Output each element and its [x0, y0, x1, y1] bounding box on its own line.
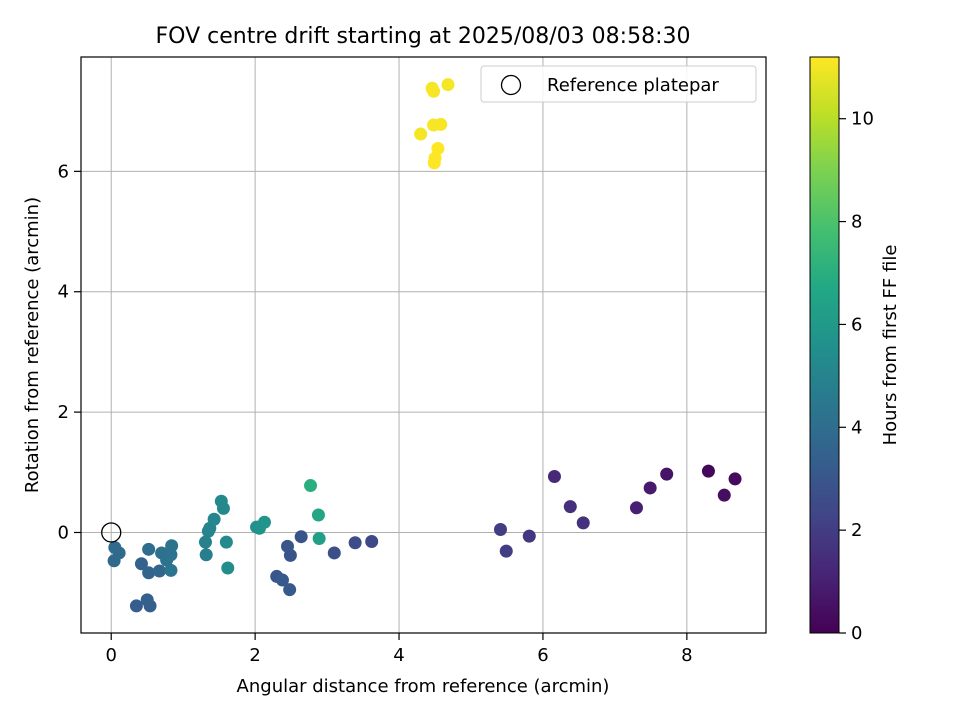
data-point — [312, 532, 326, 546]
data-point — [427, 156, 441, 170]
legend-entry: Reference platepar — [547, 75, 719, 96]
data-point — [427, 84, 441, 98]
y-axis-label: Rotation from reference (arcmin) — [22, 197, 43, 493]
colorbar-tick-label: 4 — [851, 417, 862, 438]
data-point — [365, 535, 379, 549]
data-point — [165, 539, 179, 553]
x-tick-label: 8 — [681, 645, 692, 666]
y-axis-ticks: 0 2 4 6 — [58, 161, 81, 543]
x-tick-label: 0 — [105, 645, 116, 666]
colorbar-tick-label: 2 — [851, 520, 862, 541]
colorbar — [809, 56, 840, 634]
x-tick-label: 4 — [393, 645, 404, 666]
legend-box — [480, 65, 757, 103]
data-point — [629, 501, 643, 515]
plot-frame — [80, 56, 767, 634]
data-point — [522, 529, 536, 543]
data-point — [304, 479, 318, 493]
colorbar-tick-label: 10 — [851, 109, 874, 130]
data-point — [142, 566, 156, 580]
x-axis-ticks: 0 2 4 6 8 — [105, 633, 693, 666]
legend-marker — [500, 74, 522, 96]
data-point — [434, 117, 448, 131]
y-tick-label: 6 — [58, 161, 69, 182]
data-point — [348, 536, 362, 550]
data-point — [441, 78, 455, 92]
data-point — [108, 541, 122, 555]
y-tick-label: 0 — [58, 522, 69, 543]
data-point — [142, 542, 156, 556]
x-axis-label: Angular distance from reference (arcmin) — [237, 676, 610, 697]
data-point — [311, 508, 325, 522]
data-point — [199, 548, 213, 562]
data-point — [701, 464, 715, 478]
data-point — [219, 535, 233, 549]
data-point — [198, 535, 212, 549]
data-point — [327, 546, 341, 560]
data-point — [643, 481, 657, 495]
colorbar-ticks: 0 2 4 6 8 10 — [839, 109, 874, 644]
x-tick-label: 6 — [537, 645, 548, 666]
data-point — [283, 583, 297, 597]
data-point — [294, 530, 308, 544]
data-point — [414, 127, 428, 141]
data-point — [576, 516, 590, 530]
data-points — [107, 78, 742, 613]
x-tick-label: 2 — [249, 645, 260, 666]
data-point — [129, 599, 143, 613]
colorbar-tick-label: 0 — [851, 623, 862, 644]
colorbar-tick-label: 6 — [851, 314, 862, 335]
grid-lines — [81, 57, 766, 633]
data-point — [257, 515, 271, 529]
data-point — [143, 599, 157, 613]
data-point — [563, 500, 577, 514]
data-point — [717, 488, 731, 502]
reference-platepar-marker — [101, 522, 122, 543]
data-point — [216, 501, 230, 515]
data-point — [493, 522, 507, 536]
y-tick-label: 4 — [58, 282, 69, 303]
data-point — [281, 539, 295, 553]
chart-title: FOV centre drift starting at 2025/08/03 … — [156, 24, 691, 49]
colorbar-label: Hours from first FF file — [880, 245, 901, 446]
data-point — [164, 563, 178, 577]
data-point — [499, 544, 513, 558]
y-tick-label: 2 — [58, 402, 69, 423]
data-point — [275, 573, 289, 587]
data-point — [207, 512, 221, 526]
legend: Reference platepar — [480, 65, 757, 103]
data-point — [152, 564, 166, 578]
data-point — [221, 561, 235, 575]
data-point — [134, 557, 148, 571]
data-point — [728, 472, 742, 486]
data-point — [660, 467, 674, 481]
reference-point — [101, 522, 122, 543]
colorbar-tick-label: 8 — [851, 212, 862, 233]
data-point — [547, 470, 561, 484]
